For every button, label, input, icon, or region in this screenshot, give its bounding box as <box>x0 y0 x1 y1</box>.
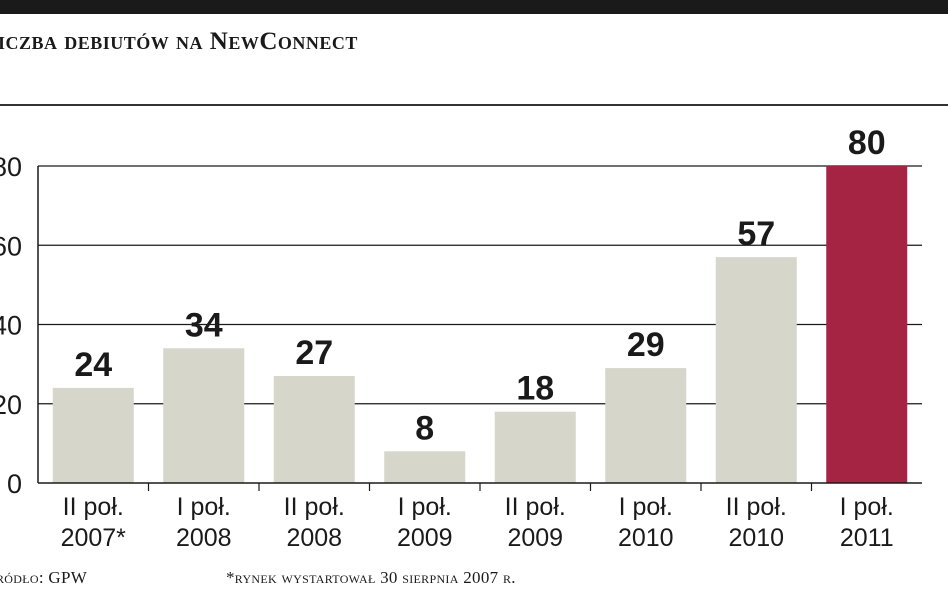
bar-chart: 24 34 27 8 18 29 57 80 0 20 40 60 80 II poł. 2007* I p… <box>0 124 922 552</box>
x-tick-label: 2009 <box>397 524 453 552</box>
value-label: 80 <box>848 124 886 162</box>
x-tick-label: II poł. <box>726 493 787 521</box>
footnote: *rynek wystartował 30 sierpnia 2007 r. <box>226 568 516 587</box>
x-tick-label: I poł. <box>619 493 673 521</box>
bar <box>826 166 908 483</box>
x-tick-label: I poł. <box>840 493 894 521</box>
y-tick-label: 0 <box>7 469 22 499</box>
x-tick-label: II poł. <box>63 493 124 521</box>
value-label: 24 <box>74 346 112 384</box>
y-tick-label: 80 <box>0 152 22 182</box>
bar <box>52 387 134 483</box>
x-tick-label: II poł. <box>284 493 345 521</box>
value-label: 34 <box>185 306 223 344</box>
value-label: 57 <box>737 215 775 253</box>
bar <box>605 368 687 483</box>
bar <box>273 376 355 483</box>
y-tick-label: 60 <box>0 231 22 261</box>
x-tick-label: 2010 <box>618 524 674 552</box>
bar <box>163 348 245 483</box>
value-label: 8 <box>415 409 434 447</box>
x-tick-label: I poł. <box>177 493 231 521</box>
x-tick-label: II poł. <box>505 493 566 521</box>
value-label: 27 <box>295 334 333 372</box>
x-tick-label: I poł. <box>398 493 452 521</box>
bars <box>52 166 908 483</box>
y-tick-label: 40 <box>0 311 22 341</box>
value-label: 18 <box>516 370 554 408</box>
value-label: 29 <box>627 326 665 364</box>
x-tick-label: 2008 <box>286 524 342 552</box>
title-divider <box>0 104 948 106</box>
x-tick-label: 2008 <box>176 524 232 552</box>
source-note: ródło: GPW <box>0 568 88 587</box>
value-labels: 24 34 27 8 18 29 57 80 <box>74 124 885 447</box>
y-tick-label: 20 <box>0 390 22 420</box>
x-tick-label: 2010 <box>728 524 784 552</box>
bar <box>715 257 797 483</box>
axis: 0 20 40 60 80 II poł. 2007* I poł. 2008 II poł. 20… <box>0 152 922 552</box>
bar <box>494 411 576 483</box>
x-tick-label: 2009 <box>507 524 563 552</box>
bar <box>384 451 466 483</box>
x-tick-label: 2011 <box>840 524 894 552</box>
chart-title: iczba debiutów na NewConnect <box>0 28 358 55</box>
top-bar <box>0 0 948 14</box>
x-tick-label: 2007* <box>61 524 127 552</box>
